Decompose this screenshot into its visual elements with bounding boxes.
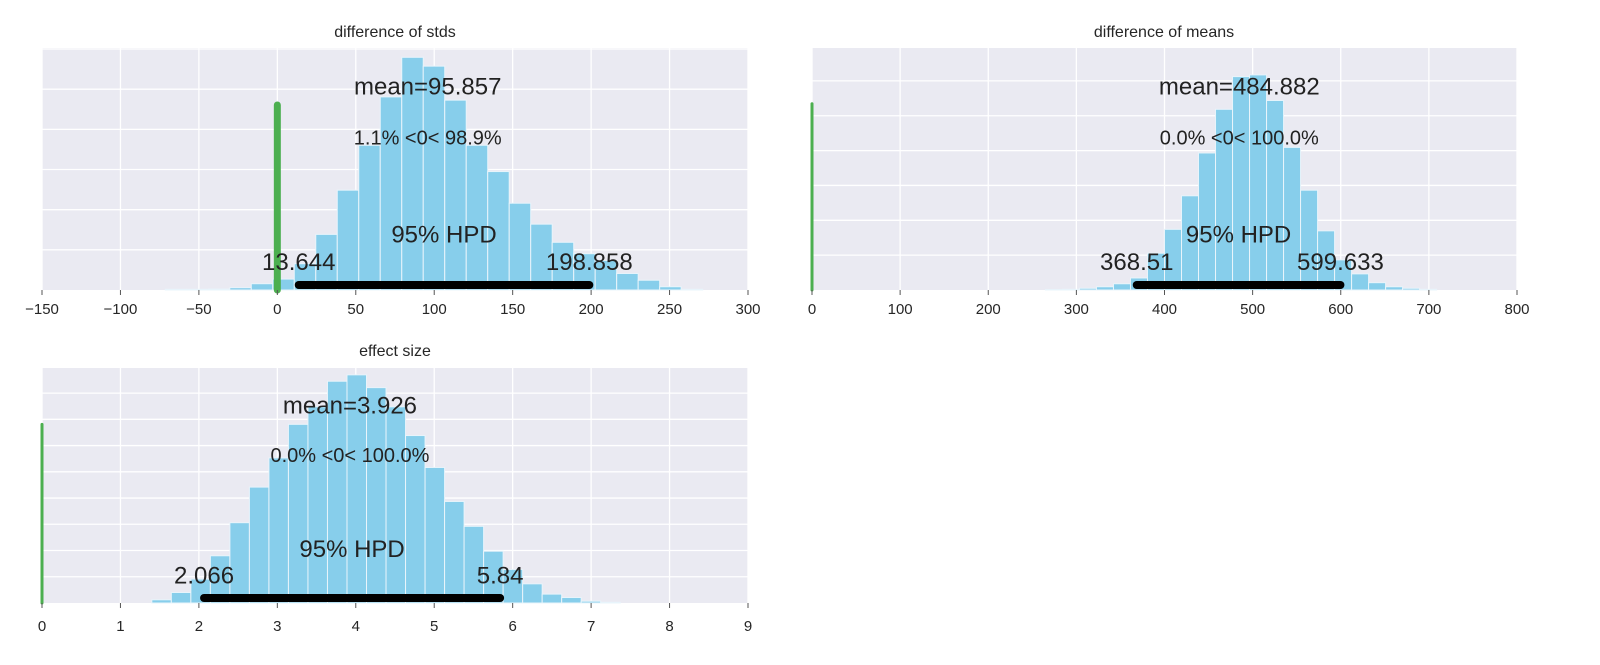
histogram-bar xyxy=(659,286,682,291)
hpd-high-label: 5.84 xyxy=(477,563,524,590)
x-tick-label: 800 xyxy=(1504,301,1529,318)
x-tick-label: 1 xyxy=(116,618,124,635)
reference-annotation: 1.1% <0< 98.9% xyxy=(354,128,502,150)
histogram-bar xyxy=(385,406,407,604)
histogram-bar xyxy=(268,457,289,604)
histogram-bar xyxy=(508,202,532,291)
histogram-bar xyxy=(366,387,387,604)
hpd-high-label: 198.858 xyxy=(546,249,633,276)
mean-annotation: mean=3.926 xyxy=(283,393,417,420)
histogram-bar xyxy=(207,288,231,291)
subplot-2: 0 100 200 300 400 500 600 700 800 difference of m… xyxy=(808,24,1530,318)
x-tick-label: 300 xyxy=(735,301,760,318)
histogram-bar xyxy=(358,144,381,291)
x-tick-label: 7 xyxy=(587,618,595,635)
subplot-title: difference of stds xyxy=(334,24,456,41)
subplot-title: effect size xyxy=(359,343,431,360)
reference-annotation: 0.0% <0< 100.0% xyxy=(270,445,429,467)
x-tick-label: 150 xyxy=(500,301,525,318)
histogram-bar xyxy=(1112,283,1131,291)
histogram-bar xyxy=(307,406,328,604)
histogram-bar xyxy=(1368,282,1387,291)
histogram-bar xyxy=(170,592,192,604)
x-tick-label: 4 xyxy=(352,618,360,635)
subplot-1: −150 −100 −50 0 50 100 150 200 250 300 difference … xyxy=(25,24,760,318)
histogram-bar xyxy=(561,597,582,604)
histogram-bar xyxy=(600,601,621,604)
hpd-low-label: 13.644 xyxy=(262,249,335,276)
histogram-bar xyxy=(1402,287,1421,291)
histogram-bar xyxy=(541,593,563,604)
hpd-title-annotation: 95% HPD xyxy=(391,221,496,248)
histogram-bar xyxy=(151,599,172,604)
hpd-low-label: 2.066 xyxy=(174,563,234,590)
x-tick-label: 0 xyxy=(808,301,816,318)
histogram-bar xyxy=(1095,286,1114,291)
subplot-3: 0 1 2 3 4 5 6 7 8 9 effect size mean=3.926 0.0% <0< … xyxy=(38,343,752,635)
x-tick-label: 50 xyxy=(347,301,364,318)
x-tick-label: −150 xyxy=(25,301,59,318)
histogram-bar xyxy=(379,96,403,291)
histogram-bar xyxy=(186,288,209,291)
histogram-bar xyxy=(164,288,188,291)
mean-annotation: mean=95.857 xyxy=(354,74,501,101)
x-tick-label: 700 xyxy=(1416,301,1441,318)
histogram-bar xyxy=(444,500,465,604)
histogram-bar xyxy=(336,189,360,291)
x-tick-label: 3 xyxy=(273,618,281,635)
x-tick-label: 400 xyxy=(1152,301,1177,318)
histogram-bar xyxy=(637,279,661,291)
histogram-bar xyxy=(680,288,704,291)
hpd-low-label: 368.51 xyxy=(1100,249,1173,276)
mean-annotation: mean=484.882 xyxy=(1159,74,1320,101)
x-tick-label: 0 xyxy=(273,301,281,318)
histogram-bar xyxy=(522,583,543,604)
hpd-title-annotation: 95% HPD xyxy=(299,536,404,563)
histogram-bar xyxy=(1249,74,1268,291)
x-tick-label: 200 xyxy=(579,301,604,318)
histogram-bar xyxy=(248,486,270,604)
x-tick-label: −50 xyxy=(186,301,211,318)
histogram-bar xyxy=(1061,288,1080,291)
histogram-bar xyxy=(465,144,489,291)
histogram-bar xyxy=(1078,287,1097,291)
x-tick-label: 9 xyxy=(744,618,752,635)
subplot-title: difference of means xyxy=(1094,24,1234,41)
hpd-title-annotation: 95% HPD xyxy=(1186,221,1291,248)
x-tick-label: 200 xyxy=(976,301,1001,318)
x-tick-label: 250 xyxy=(657,301,682,318)
x-tick-label: 100 xyxy=(422,301,447,318)
histogram-bar xyxy=(1351,273,1370,291)
x-tick-label: 300 xyxy=(1064,301,1089,318)
histogram-bar xyxy=(250,283,274,291)
x-tick-label: 100 xyxy=(888,301,913,318)
histogram-bar xyxy=(580,600,602,604)
x-tick-label: 6 xyxy=(508,618,516,635)
histogram-bar xyxy=(229,287,252,291)
x-tick-label: 5 xyxy=(430,618,438,635)
reference-annotation: 0.0% <0< 100.0% xyxy=(1160,128,1319,150)
x-tick-label: 0 xyxy=(38,618,46,635)
histogram-bar xyxy=(1419,288,1438,291)
x-tick-label: 600 xyxy=(1328,301,1353,318)
hpd-high-label: 599.633 xyxy=(1297,249,1384,276)
histogram-bar xyxy=(424,466,446,604)
x-tick-label: 500 xyxy=(1240,301,1265,318)
histogram-bar xyxy=(1232,76,1251,291)
histogram-bar xyxy=(1385,286,1404,291)
x-tick-label: 2 xyxy=(195,618,203,635)
x-tick-label: 8 xyxy=(665,618,673,635)
x-tick-label: −100 xyxy=(104,301,138,318)
